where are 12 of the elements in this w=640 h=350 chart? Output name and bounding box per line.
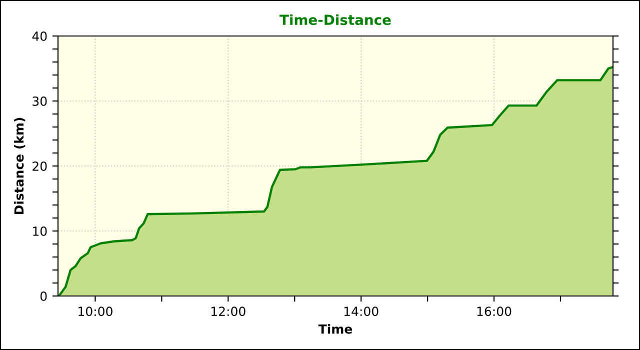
y-tick-label: 30: [32, 96, 47, 106]
y-tick-label: 10: [33, 226, 47, 236]
y-axis-title: Distance (km): [14, 118, 26, 214]
y-tick-label: 0: [40, 291, 47, 301]
x-tick-label: 10:00: [78, 306, 112, 316]
x-tick-label: 12:00: [212, 306, 246, 316]
x-axis-title: Time: [318, 324, 352, 334]
x-tick-label: 16:00: [477, 306, 512, 316]
chart-title: Time-Distance: [280, 14, 391, 26]
y-tick-label: 20: [32, 161, 47, 171]
x-tick-label: 14:00: [344, 306, 378, 316]
y-tick-label: 40: [32, 31, 47, 41]
